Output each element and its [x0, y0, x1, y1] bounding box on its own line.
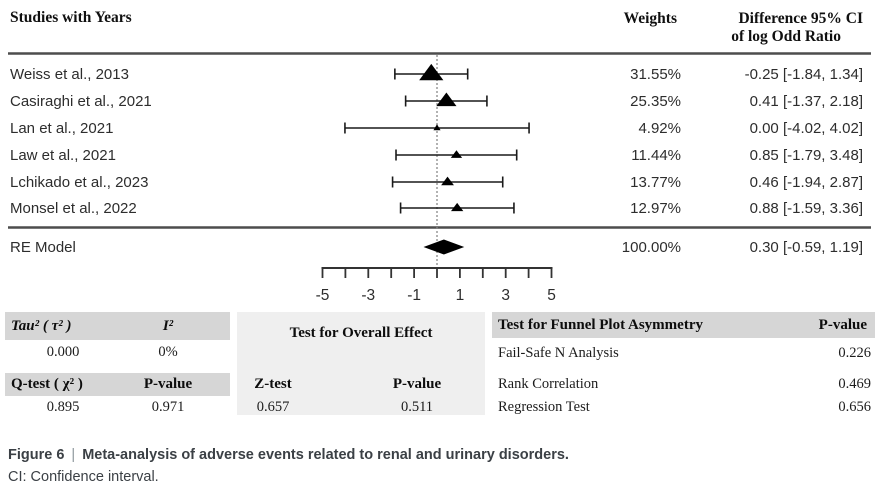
i2-header: I²	[162, 318, 174, 334]
funnel-row-label: Rank Correlation	[498, 376, 599, 392]
funnel-pvalue-header: P-value	[818, 317, 867, 333]
funnel-row-label: Regression Test	[498, 399, 590, 415]
pvalue-value-overall: 0.511	[400, 399, 434, 415]
re-model-label: RE Model	[10, 239, 76, 256]
funnel-row-label: Fail-Safe N Analysis	[498, 345, 619, 361]
figure-number: Figure 6	[8, 447, 65, 463]
study-name: Lchikado et al., 2023	[10, 174, 149, 191]
funnel-header-row	[492, 312, 875, 338]
svg-text:-1: -1	[407, 287, 421, 304]
study-weight: 4.92%	[638, 120, 681, 137]
study-ci: 0.46 [-1.94, 2.87]	[749, 174, 863, 191]
study-ci: 0.85 [-1.79, 3.48]	[749, 147, 863, 164]
study-weight: 31.55%	[630, 66, 681, 83]
study-name: Lan et al., 2021	[10, 120, 114, 137]
difference-column-header-line2: of log Odd Ratio	[731, 28, 841, 45]
caption-title: Meta-analysis of adverse events related …	[82, 447, 569, 463]
ztest-value: 0.657	[256, 399, 290, 415]
study-weight: 12.97%	[630, 200, 681, 217]
qtest-value: 0.895	[46, 399, 80, 415]
study-name: Weiss et al., 2013	[10, 66, 129, 83]
caption-separator: |	[71, 447, 76, 463]
svg-text:1: 1	[456, 287, 465, 304]
pvalue-value-het: 0.971	[151, 399, 185, 415]
study-ci: 0.88 [-1.59, 3.36]	[749, 200, 863, 217]
study-name: Casiraghi et al., 2021	[10, 93, 152, 110]
study-weight: 25.35%	[630, 93, 681, 110]
svg-text:3: 3	[501, 287, 510, 304]
pvalue-header-het: P-value	[143, 376, 193, 392]
study-ci: 0.00 [-4.02, 4.02]	[749, 120, 863, 137]
funnel-row-value: 0.656	[838, 399, 871, 415]
study-weight: 11.44%	[631, 147, 681, 164]
tau2-value: 0.000	[46, 344, 80, 360]
funnel-row-value: 0.226	[838, 345, 871, 361]
weights-column-header: Weights	[623, 10, 677, 27]
overall-effect-panel: Test for Overall Effect Z-test P-value 0…	[237, 312, 485, 415]
pvalue-header-overall: P-value	[392, 376, 442, 392]
studies-column-header: Studies with Years	[10, 9, 132, 26]
ztest-header: Z-test	[254, 376, 292, 392]
caption-note: CI: Confidence interval.	[8, 469, 159, 485]
qtest-header: Q-test ( χ² )	[11, 376, 83, 392]
study-weight: 13.77%	[630, 174, 681, 191]
i2-value: 0%	[158, 344, 178, 360]
overall-effect-title: Test for Overall Effect	[289, 325, 433, 341]
figure-caption: Figure 6 | Meta-analysis of adverse events…	[8, 447, 569, 464]
svg-text:-3: -3	[361, 287, 375, 304]
forest-plot: -5 -3 -1 1 3 5	[8, 52, 871, 304]
funnel-table: Test for Funnel Plot Asymmetry P-value F…	[492, 312, 875, 415]
tau2-header: Tau² ( τ² )	[11, 318, 72, 334]
study-name: Monsel et al., 2022	[10, 200, 137, 217]
svg-text:5: 5	[547, 287, 556, 304]
heterogeneity-header-row2	[5, 373, 230, 396]
funnel-title: Test for Funnel Plot Asymmetry	[498, 317, 703, 333]
study-ci: -0.25 [-1.84, 1.34]	[744, 66, 863, 83]
study-ci: 0.41 [-1.37, 2.18]	[749, 93, 863, 110]
svg-text:-5: -5	[316, 287, 330, 304]
re-model-ci: 0.30 [-0.59, 1.19]	[749, 239, 863, 256]
re-model-weight: 100.00%	[621, 239, 681, 256]
heterogeneity-header-row1	[5, 312, 230, 340]
study-name: Law et al., 2021	[10, 147, 116, 164]
heterogeneity-table: Tau² ( τ² ) I² 0.000 0% Q-test ( χ² ) P-…	[5, 312, 230, 415]
difference-column-header-line1: Difference 95% CI	[738, 10, 863, 27]
funnel-row-value: 0.469	[838, 376, 871, 392]
